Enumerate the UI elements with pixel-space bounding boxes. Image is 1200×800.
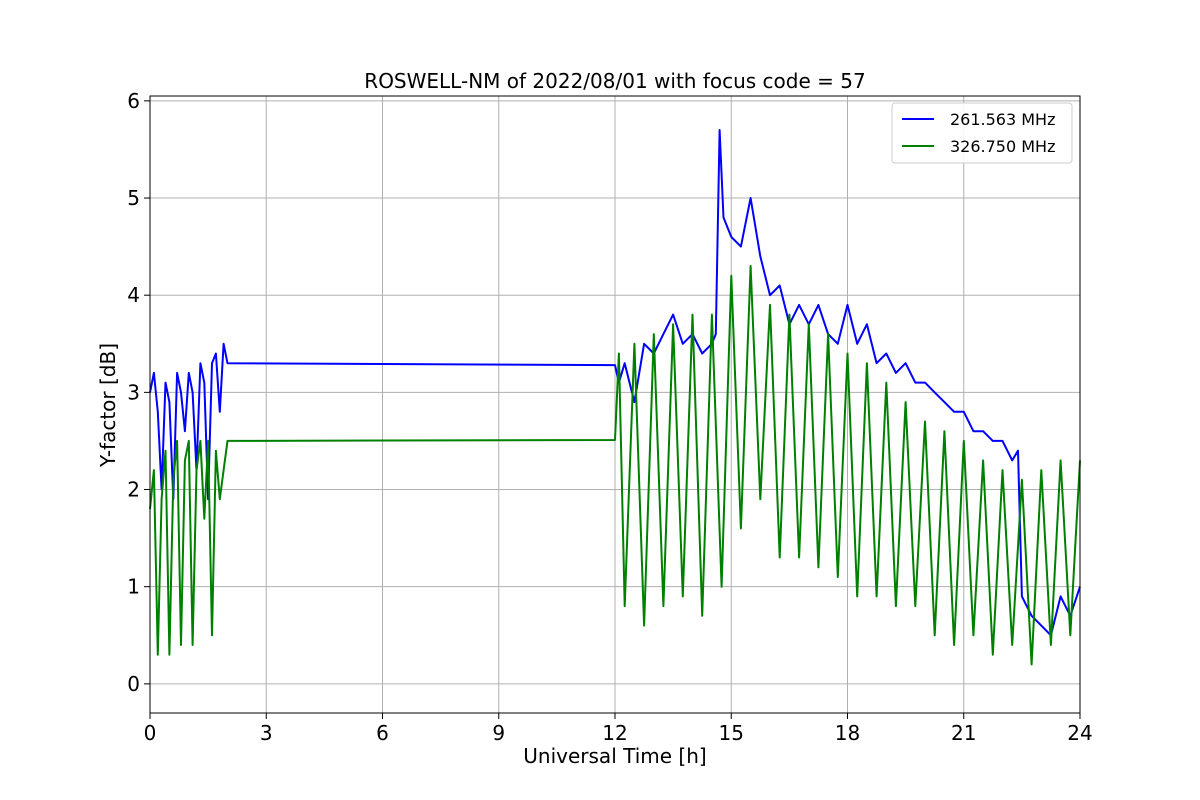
y-tick-label: 2 xyxy=(127,478,140,502)
x-tick-label: 6 xyxy=(376,721,389,745)
y-tick-label: 5 xyxy=(127,186,140,210)
x-tick-label: 0 xyxy=(144,721,157,745)
x-tick-label: 12 xyxy=(602,721,627,745)
legend-label-326-mhz: 326.750 MHz xyxy=(950,137,1055,156)
legend-label-261-mhz: 261.563 MHz xyxy=(950,110,1055,129)
y-tick-label: 1 xyxy=(127,575,140,599)
y-tick-label: 0 xyxy=(127,672,140,696)
legend: 261.563 MHz 326.750 MHz xyxy=(891,102,1073,164)
legend-box xyxy=(891,102,1073,164)
x-tick-label: 3 xyxy=(260,721,273,745)
y-tick-label: 3 xyxy=(127,380,140,404)
plot-series xyxy=(149,129,1081,666)
y-tick-label: 6 xyxy=(127,89,140,113)
x-axis-label: Universal Time [h] xyxy=(523,744,706,768)
series-line-1 xyxy=(149,265,1081,666)
chart-title: ROSWELL-NM of 2022/08/01 with focus code… xyxy=(364,69,865,93)
x-tick-label: 9 xyxy=(492,721,505,745)
x-tick-label: 18 xyxy=(835,721,860,745)
y-axis-ticks: 0 1 2 3 4 5 6 xyxy=(127,89,150,696)
series-line-0 xyxy=(149,129,1081,637)
y-axis-label: Y-factor [dB] xyxy=(96,343,120,468)
x-tick-label: 15 xyxy=(719,721,744,745)
y-tick-label: 4 xyxy=(127,283,140,307)
x-tick-label: 21 xyxy=(951,721,976,745)
x-axis-ticks: 0 3 6 9 12 15 18 21 24 xyxy=(144,713,1093,745)
x-tick-label: 24 xyxy=(1067,721,1092,745)
